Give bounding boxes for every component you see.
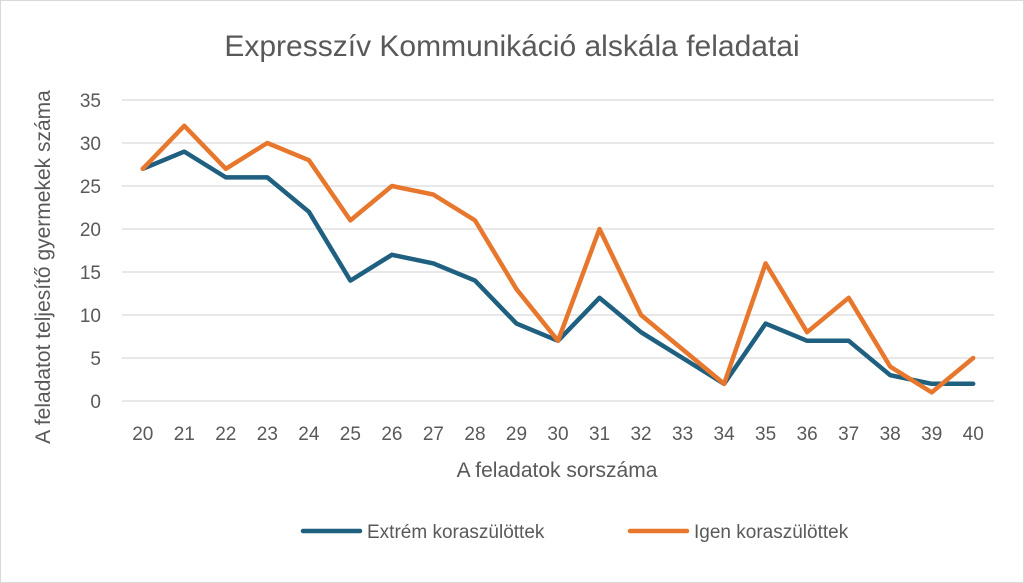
x-tick-label: 29 xyxy=(506,424,527,445)
x-tick-label: 21 xyxy=(174,424,195,445)
y-tick-label: 30 xyxy=(80,134,101,155)
x-axis-ticks: 20 21 22 23 24 25 26 27 28 29 30 31 32 33 34 35 36 37 38 39… xyxy=(132,424,984,445)
x-tick-label: 20 xyxy=(132,424,153,445)
y-tick-label: 35 xyxy=(80,91,101,112)
x-tick-label: 25 xyxy=(340,424,361,445)
x-axis-title: A feladatok sorszáma xyxy=(457,459,658,482)
y-axis-title: A feladatot teljesítő gyermekek száma xyxy=(32,90,55,444)
gridlines xyxy=(122,99,994,402)
y-tick-label: 10 xyxy=(80,306,101,327)
legend: Extrém koraszülöttek Igen koraszülöttek xyxy=(300,522,849,543)
legend-label-1: Extrém koraszülöttek xyxy=(367,522,545,543)
series-lines xyxy=(140,123,976,395)
x-tick-label: 40 xyxy=(963,424,984,445)
x-tick-label: 24 xyxy=(298,424,320,445)
x-tick-label: 27 xyxy=(423,424,444,445)
x-tick-label: 39 xyxy=(921,424,942,445)
y-tick-label: 15 xyxy=(80,263,101,284)
chart-title: Expresszív Kommunikáció alskála feladata… xyxy=(224,30,799,63)
y-axis-ticks: 0 5 10 15 20 25 30 35 xyxy=(80,91,101,413)
x-tick-label: 28 xyxy=(464,424,485,445)
y-tick-label: 25 xyxy=(80,177,101,198)
x-tick-label: 36 xyxy=(797,424,818,445)
x-tick-label: 26 xyxy=(381,424,402,445)
series-line-2 xyxy=(140,123,976,395)
x-tick-label: 32 xyxy=(630,424,651,445)
x-tick-label: 23 xyxy=(257,424,278,445)
x-tick-label: 38 xyxy=(880,424,901,445)
y-tick-label: 20 xyxy=(80,220,101,241)
legend-label-2: Igen koraszülöttek xyxy=(694,522,849,543)
y-tick-label: 0 xyxy=(90,392,101,413)
x-tick-label: 33 xyxy=(672,424,693,445)
x-tick-label: 22 xyxy=(215,424,236,445)
x-tick-label: 34 xyxy=(714,424,736,445)
x-tick-label: 30 xyxy=(547,424,568,445)
x-tick-label: 37 xyxy=(838,424,859,445)
x-tick-label: 35 xyxy=(755,424,776,445)
x-tick-label: 31 xyxy=(589,424,610,445)
y-tick-label: 5 xyxy=(90,349,101,370)
